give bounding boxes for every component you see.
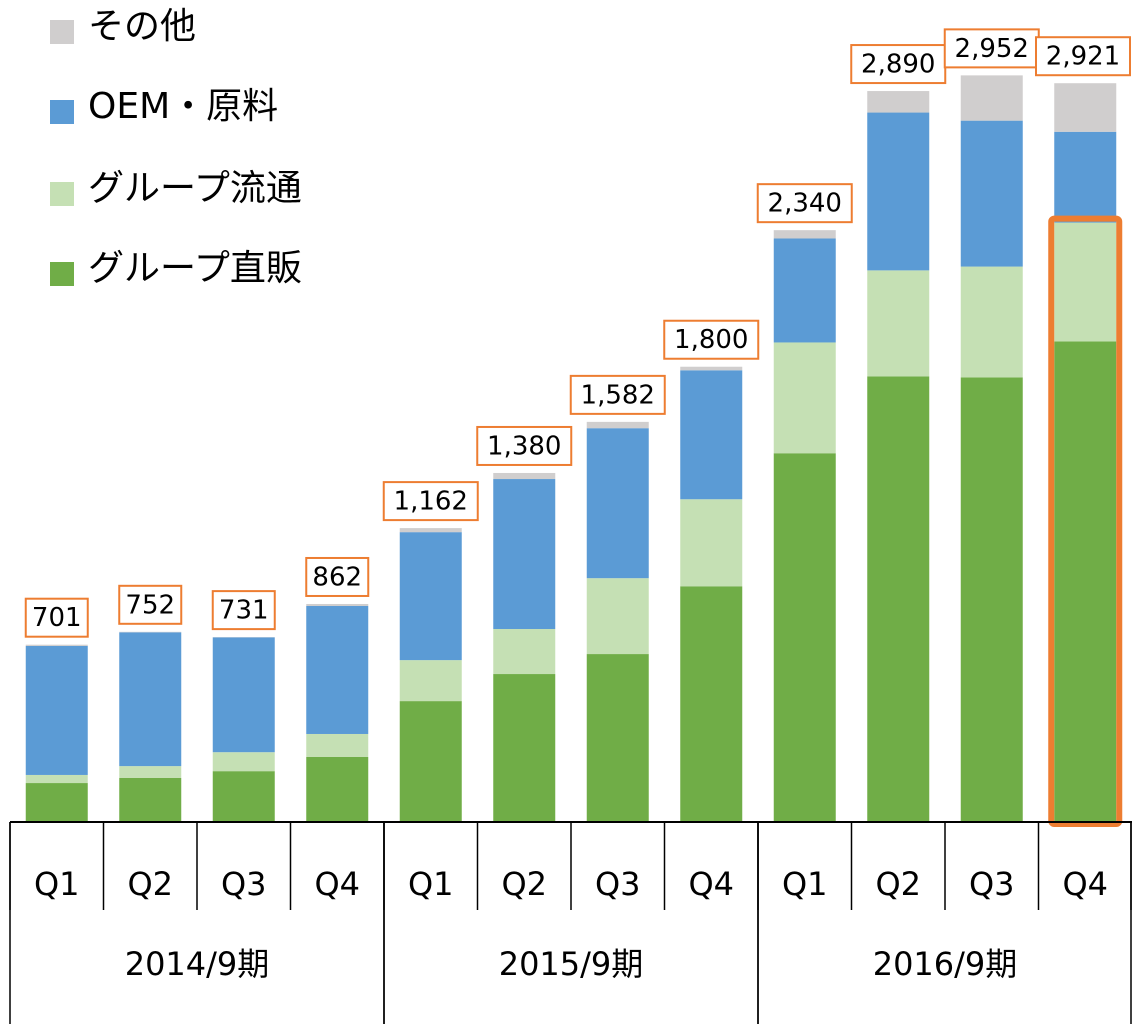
x-tick-label: Q1 bbox=[408, 865, 454, 903]
total-label: 1,162 bbox=[394, 487, 468, 517]
x-tick-label: Q2 bbox=[501, 865, 547, 903]
bar-segment bbox=[960, 120, 1023, 267]
bar-segment bbox=[773, 238, 836, 343]
total-label: 2,952 bbox=[955, 34, 1029, 64]
group-label: 2014/9期 bbox=[125, 945, 270, 983]
legend-swatch bbox=[50, 182, 74, 206]
bar-segment bbox=[773, 230, 836, 239]
bar-segment bbox=[399, 532, 462, 661]
bar-segment bbox=[25, 783, 88, 822]
total-label: 1,800 bbox=[674, 325, 748, 355]
total-label-box bbox=[305, 556, 370, 597]
bar-segment bbox=[1054, 222, 1117, 342]
legend-label: グループ直販 bbox=[88, 248, 302, 289]
total-label-box bbox=[211, 590, 276, 631]
x-tick-label: Q3 bbox=[221, 865, 267, 903]
bar-segment bbox=[493, 629, 556, 675]
legend-swatch bbox=[50, 20, 74, 44]
x-tick-label: Q1 bbox=[34, 865, 80, 903]
bar-segment bbox=[680, 586, 743, 822]
bar-segment bbox=[212, 752, 275, 772]
bar-segment bbox=[399, 701, 462, 822]
total-label-box bbox=[756, 183, 853, 224]
bar-segment bbox=[212, 771, 275, 822]
bar-segment bbox=[306, 606, 369, 734]
total-label: 701 bbox=[32, 603, 82, 633]
bar-segment bbox=[493, 472, 556, 480]
highlight-box bbox=[1048, 215, 1123, 827]
bar-segment bbox=[960, 377, 1023, 822]
bar-segment bbox=[25, 774, 88, 784]
legend-swatch bbox=[50, 100, 74, 124]
legend-label: その他 bbox=[88, 6, 196, 47]
bar-segment bbox=[119, 632, 182, 767]
total-label-box bbox=[118, 584, 183, 625]
total-label-box bbox=[24, 597, 89, 638]
total-label: 2,340 bbox=[768, 189, 842, 219]
bar-segment bbox=[867, 91, 930, 113]
bar-segment bbox=[399, 528, 462, 533]
total-label: 1,380 bbox=[487, 431, 561, 461]
total-label: 752 bbox=[125, 590, 175, 620]
legend-label: OEM・原料 bbox=[88, 86, 278, 127]
bar-segment bbox=[493, 674, 556, 822]
bar-segment bbox=[867, 270, 930, 377]
x-tick-label: Q2 bbox=[127, 865, 173, 903]
total-label-box bbox=[569, 374, 666, 415]
bar-segment bbox=[306, 756, 369, 822]
x-tick-label: Q4 bbox=[1062, 865, 1108, 903]
bar-segment bbox=[493, 479, 556, 630]
bar-segment bbox=[680, 370, 743, 500]
x-tick-label: Q3 bbox=[595, 865, 641, 903]
total-label-box bbox=[1035, 36, 1131, 77]
x-tick-label: Q4 bbox=[314, 865, 360, 903]
bar-segment bbox=[586, 578, 649, 655]
bar-segment bbox=[960, 75, 1023, 121]
total-label-box bbox=[663, 319, 760, 360]
bar-segment bbox=[212, 637, 275, 753]
x-tick-label: Q3 bbox=[969, 865, 1015, 903]
total-label-box bbox=[476, 425, 573, 466]
bar-segment bbox=[25, 644, 88, 646]
bar-segment bbox=[867, 376, 930, 822]
total-label: 731 bbox=[219, 596, 269, 626]
bar-segment bbox=[1054, 83, 1117, 132]
bar-segment bbox=[119, 777, 182, 822]
bar-segment bbox=[960, 266, 1023, 378]
legend-swatch bbox=[50, 262, 74, 286]
bar-segment bbox=[1054, 131, 1117, 223]
x-tick-label: Q1 bbox=[782, 865, 828, 903]
bar-segment bbox=[586, 654, 649, 822]
bar-segment bbox=[773, 342, 836, 454]
bar-segment bbox=[399, 660, 462, 702]
total-label-box bbox=[850, 44, 947, 85]
x-tick-label: Q2 bbox=[875, 865, 921, 903]
bar-segment bbox=[680, 366, 743, 371]
bar-segment bbox=[867, 112, 930, 271]
bar-segment bbox=[119, 766, 182, 778]
total-label-box bbox=[382, 481, 479, 522]
total-label: 2,921 bbox=[1046, 42, 1120, 72]
bar-segment bbox=[586, 428, 649, 579]
bar-segment bbox=[1054, 341, 1117, 822]
total-label: 862 bbox=[312, 562, 362, 592]
bar-segment bbox=[680, 499, 743, 587]
total-label: 1,582 bbox=[581, 380, 655, 410]
bar-segment bbox=[306, 603, 369, 607]
bar-segment bbox=[119, 631, 182, 633]
x-tick-label: Q4 bbox=[688, 865, 734, 903]
bar-segment bbox=[586, 421, 649, 429]
legend-label: グループ流通 bbox=[88, 168, 302, 209]
bar-segment bbox=[306, 733, 369, 757]
bar-segment bbox=[773, 453, 836, 822]
group-label: 2016/9期 bbox=[873, 945, 1018, 983]
group-label: 2015/9期 bbox=[499, 945, 644, 983]
total-label: 2,890 bbox=[861, 50, 935, 80]
bar-segment bbox=[25, 645, 88, 775]
